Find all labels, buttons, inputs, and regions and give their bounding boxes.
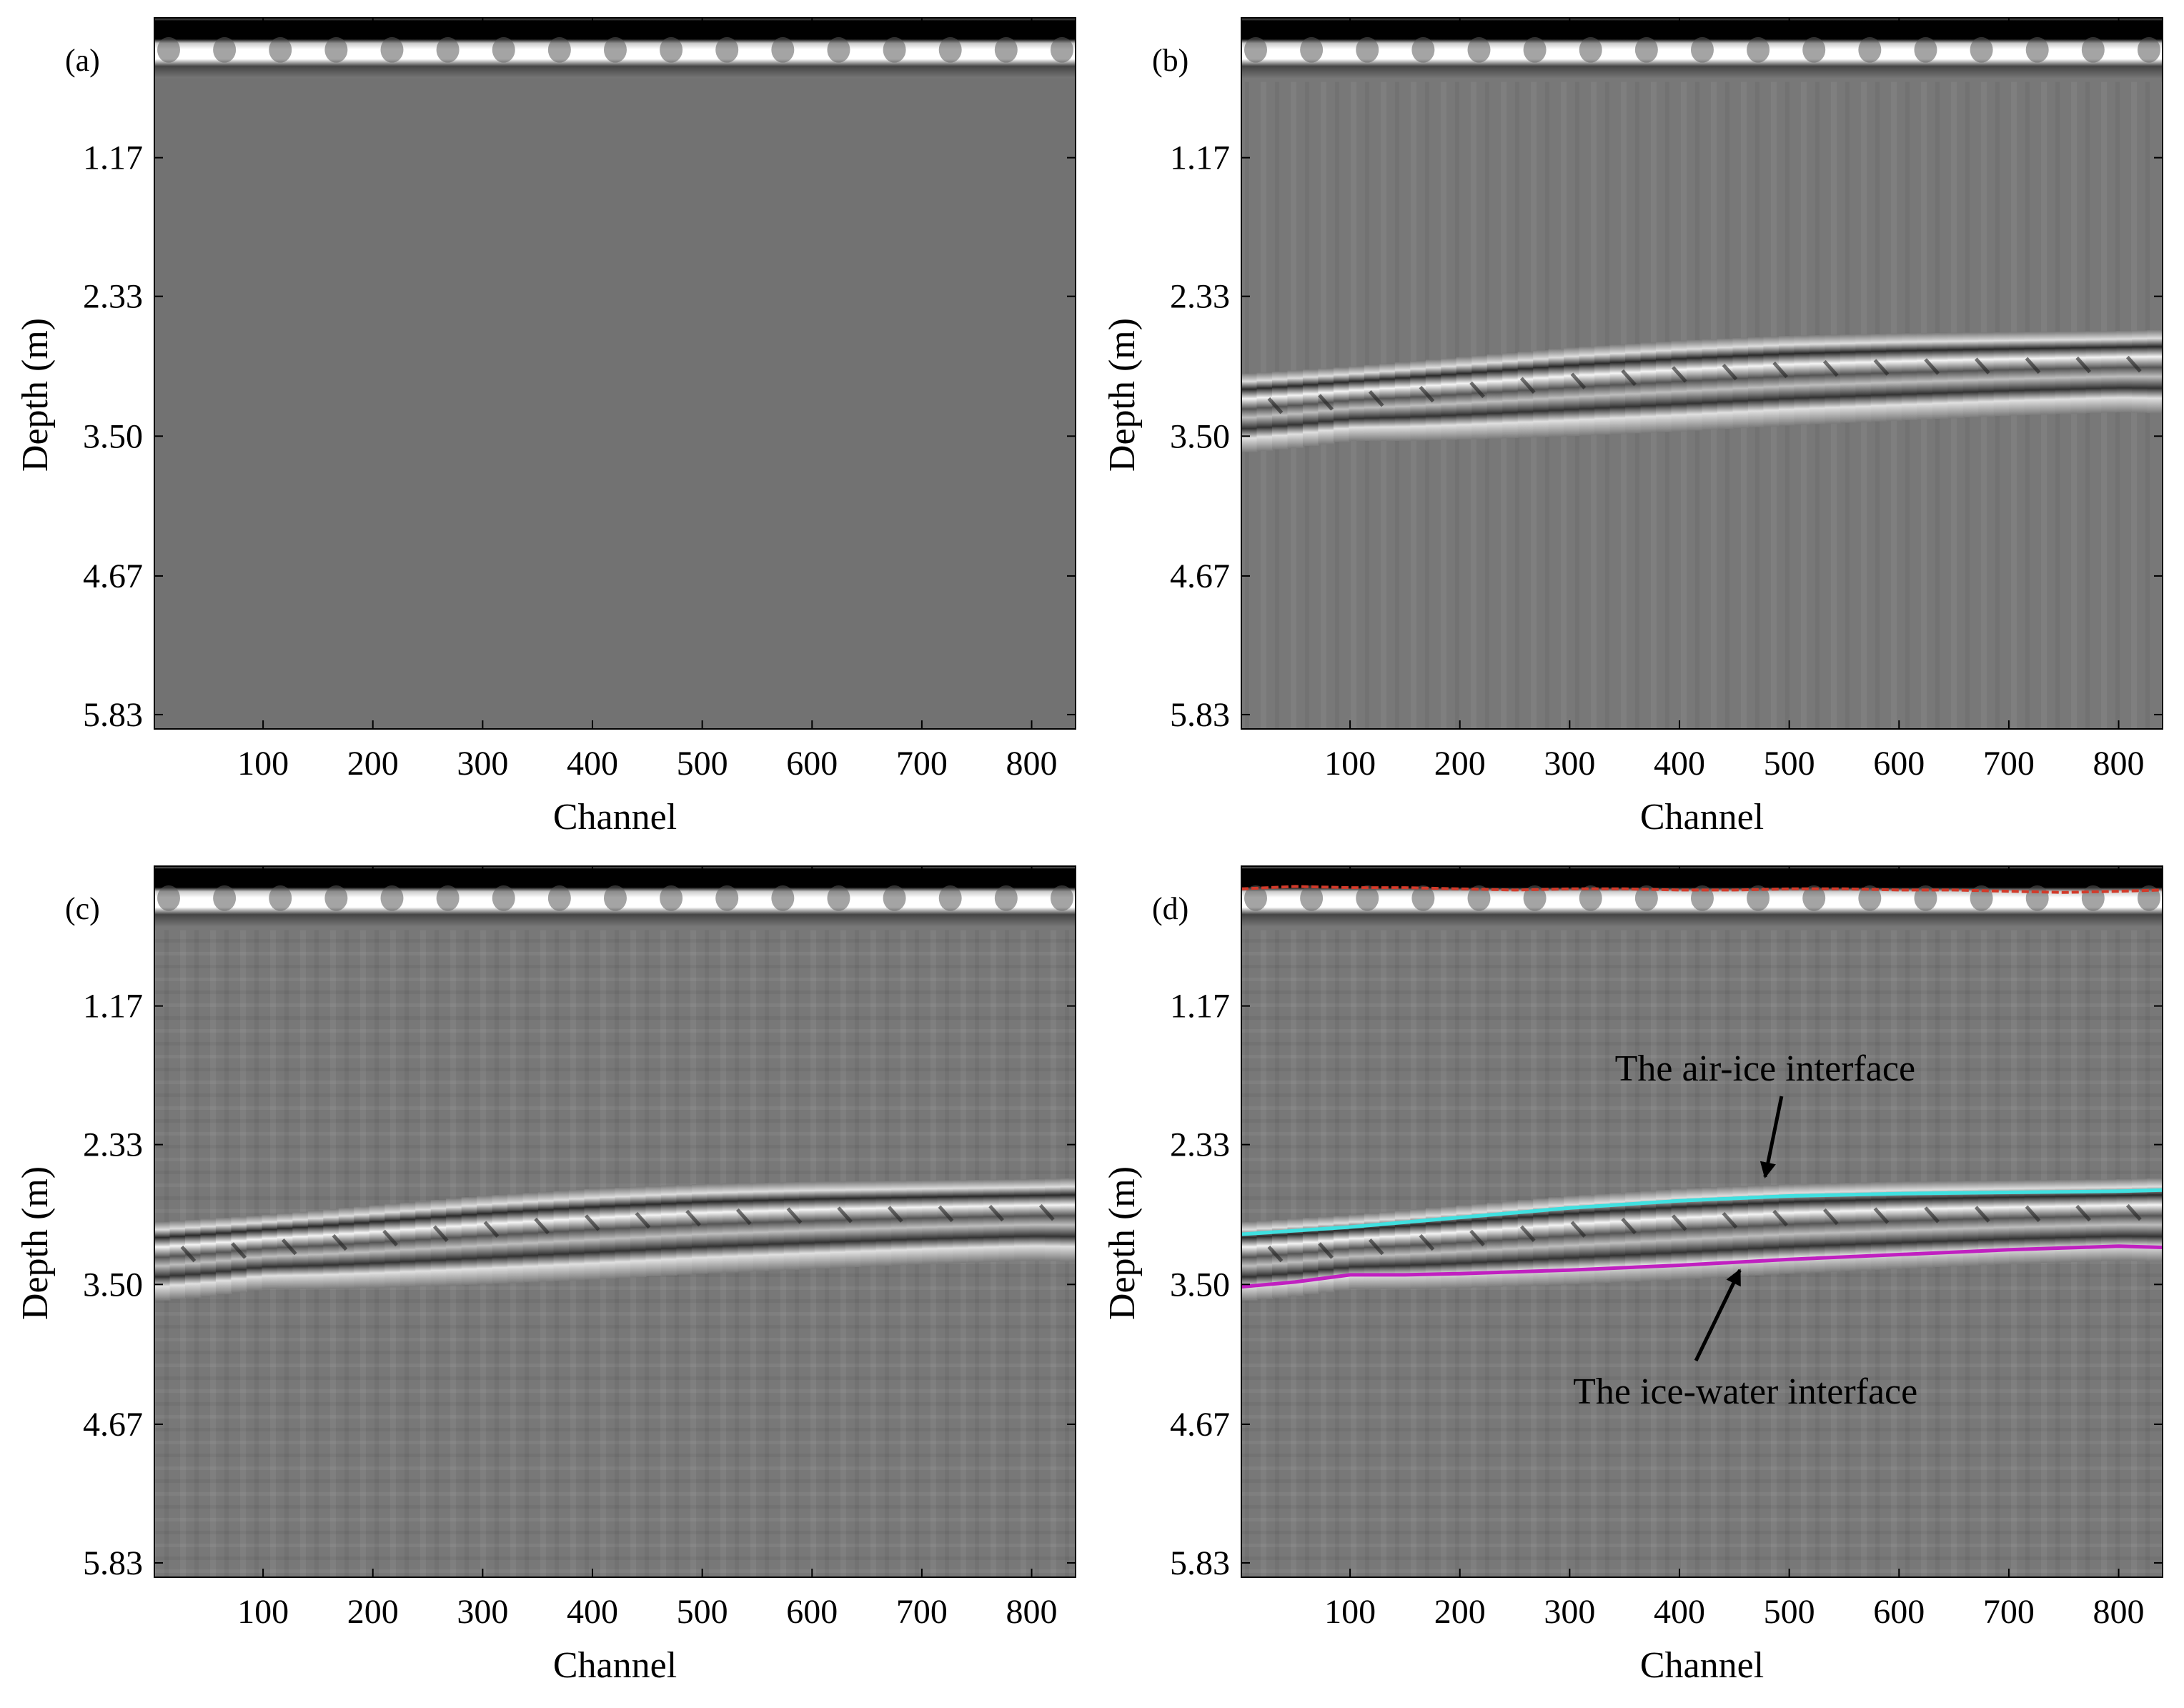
y-axis-label: Depth (m) bbox=[1102, 318, 1143, 472]
axes-frame bbox=[154, 865, 1076, 1578]
x-tick-label: 600 bbox=[1873, 1593, 1925, 1631]
y-tick-label: 1.17 bbox=[1170, 988, 1230, 1026]
x-tick-label: 500 bbox=[677, 745, 728, 783]
annotation-air-ice-arrow bbox=[1759, 1096, 1784, 1178]
x-axis-label: Channel bbox=[553, 1645, 677, 1686]
panel-b: 1.17 2.33 3.50 4.67 5.83 100 200 300 400 500 600 70… bbox=[1102, 17, 2163, 838]
x-tick-label: 100 bbox=[1324, 745, 1376, 783]
y-tick-label: 5.83 bbox=[1170, 1544, 1230, 1582]
panel-label-a: (a) bbox=[65, 43, 100, 78]
x-tick-label: 400 bbox=[567, 1593, 618, 1631]
y-tick-label: 4.67 bbox=[83, 1406, 143, 1444]
y-tick-label: 1.17 bbox=[83, 988, 143, 1026]
x-tick-label: 600 bbox=[786, 1593, 838, 1631]
direct-wave-band bbox=[154, 18, 1076, 79]
ice-water-interface-line bbox=[1241, 1244, 2163, 1289]
radargram-image bbox=[1241, 18, 2163, 729]
x-tick-label: 300 bbox=[1544, 1593, 1595, 1631]
y-tick-label: 5.83 bbox=[83, 1544, 143, 1582]
x-tick-label: 200 bbox=[347, 1593, 399, 1631]
direct-wave-band bbox=[1241, 866, 2163, 927]
x-tick-label: 800 bbox=[1006, 745, 1058, 783]
y-tick-label: 2.33 bbox=[1170, 278, 1230, 316]
radargram-image bbox=[1241, 866, 2163, 1577]
panel-d: 1.17 2.33 3.50 4.67 5.83 100 200 300 400 500 600 70… bbox=[1102, 865, 2163, 1686]
y-tick-label: 4.67 bbox=[1170, 557, 1230, 595]
x-tick-label: 700 bbox=[1983, 1593, 2035, 1631]
x-tick-label: 400 bbox=[1654, 745, 1705, 783]
radargram-image bbox=[154, 18, 1076, 729]
y-tick-label: 3.50 bbox=[1170, 417, 1230, 455]
y-tick-label: 2.33 bbox=[83, 278, 143, 316]
x-tick-label: 100 bbox=[1324, 1593, 1376, 1631]
radargram-image bbox=[154, 866, 1076, 1577]
y-tick-label: 3.50 bbox=[83, 417, 143, 455]
axes-frame bbox=[1241, 17, 2163, 730]
x-tick-label: 500 bbox=[677, 1593, 728, 1631]
x-tick-label: 100 bbox=[237, 1593, 289, 1631]
axes-frame bbox=[1241, 865, 2163, 1578]
x-tick-label: 800 bbox=[1006, 1593, 1058, 1631]
y-axis-label: Depth (m) bbox=[15, 318, 56, 472]
annotation-ice-water-arrow bbox=[1694, 1268, 1742, 1362]
x-tick-label: 700 bbox=[1983, 745, 2035, 783]
x-tick-label: 500 bbox=[1764, 745, 1815, 783]
image-background bbox=[154, 18, 1076, 729]
x-tick-label: 200 bbox=[1434, 1593, 1486, 1631]
x-tick-label: 500 bbox=[1764, 1593, 1815, 1631]
x-axis-label: Channel bbox=[1640, 797, 1764, 838]
x-tick-label: 400 bbox=[567, 745, 618, 783]
surface-pick-line bbox=[1241, 885, 2163, 894]
y-tick-label: 1.17 bbox=[83, 139, 143, 177]
x-tick-label: 300 bbox=[1544, 745, 1595, 783]
x-tick-label: 300 bbox=[457, 1593, 508, 1631]
ice-layer-reflection bbox=[1241, 329, 2163, 452]
x-tick-label: 600 bbox=[1873, 745, 1925, 783]
panel-label-b: (b) bbox=[1152, 43, 1188, 78]
panel-label-c: (c) bbox=[65, 891, 100, 926]
ice-layer-reflection bbox=[1241, 1178, 2163, 1301]
panel-c: 1.17 2.33 3.50 4.67 5.83 100 200 300 400 500 600 70… bbox=[15, 865, 1076, 1686]
panel-label-d: (d) bbox=[1152, 891, 1188, 926]
y-tick-label: 3.50 bbox=[83, 1266, 143, 1304]
y-tick-label: 4.67 bbox=[1170, 1406, 1230, 1444]
air-ice-interface-line bbox=[1241, 1188, 2163, 1236]
direct-wave-band bbox=[154, 866, 1076, 927]
annotation-air-ice: The air-ice interface bbox=[1615, 1048, 1915, 1089]
direct-wave-band bbox=[1241, 18, 2163, 79]
y-tick-label: 2.33 bbox=[1170, 1126, 1230, 1164]
y-tick-label: 4.67 bbox=[83, 557, 143, 595]
panel-a: 1.17 2.33 3.50 4.67 5.83 100 200 300 400 500 600 70… bbox=[15, 17, 1076, 838]
annotation-ice-water: The ice-water interface bbox=[1573, 1371, 1917, 1412]
x-axis-label: Channel bbox=[1640, 1645, 1764, 1686]
ice-layer-reflection bbox=[154, 1178, 1076, 1301]
x-axis-label: Channel bbox=[553, 797, 677, 838]
axes-frame bbox=[154, 17, 1076, 730]
y-axis-label: Depth (m) bbox=[15, 1166, 56, 1320]
x-tick-label: 800 bbox=[2093, 745, 2145, 783]
y-tick-label: 5.83 bbox=[83, 696, 143, 734]
x-tick-label: 700 bbox=[896, 1593, 948, 1631]
x-tick-label: 400 bbox=[1654, 1593, 1705, 1631]
y-tick-label: 5.83 bbox=[1170, 696, 1230, 734]
y-axis-label: Depth (m) bbox=[1102, 1166, 1143, 1320]
x-tick-label: 200 bbox=[1434, 745, 1486, 783]
x-tick-label: 600 bbox=[786, 745, 838, 783]
x-tick-label: 700 bbox=[896, 745, 948, 783]
x-tick-label: 100 bbox=[237, 745, 289, 783]
x-tick-label: 200 bbox=[347, 745, 399, 783]
y-tick-label: 1.17 bbox=[1170, 139, 1230, 177]
x-tick-label: 300 bbox=[457, 745, 508, 783]
y-tick-label: 2.33 bbox=[83, 1126, 143, 1164]
x-tick-label: 800 bbox=[2093, 1593, 2145, 1631]
y-tick-label: 3.50 bbox=[1170, 1266, 1230, 1304]
